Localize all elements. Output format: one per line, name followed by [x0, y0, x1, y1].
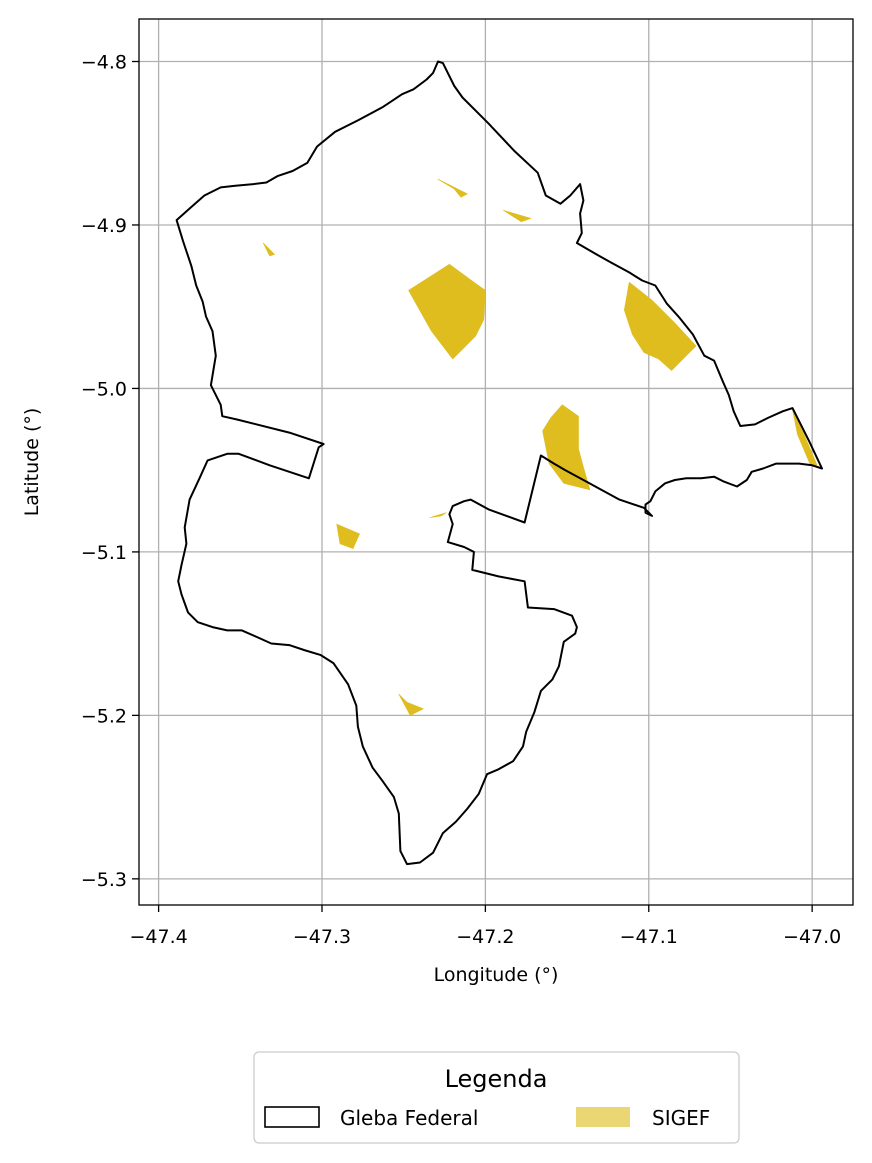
sigef-parcel-8 — [429, 512, 447, 518]
sigef-parcel-7 — [336, 523, 360, 549]
sigef-parcel-2 — [542, 404, 591, 491]
legend-label-sigef: SIGEF — [652, 1106, 710, 1130]
legend-swatch-gleba-federal — [264, 1106, 320, 1128]
y-tick-label-1: −4.9 — [81, 215, 127, 237]
y-tick-label-2: −5.0 — [81, 378, 127, 400]
x-tick-label-3: −47.1 — [620, 926, 678, 948]
y-tick-label-3: −5.1 — [81, 542, 127, 564]
sigef-parcel-1 — [623, 281, 697, 371]
x-tick-label-1: −47.3 — [293, 926, 351, 948]
x-tick-label-0: −47.4 — [129, 926, 187, 948]
plot-frame — [138, 18, 854, 906]
gleba-federal-layer — [175, 60, 823, 866]
y-tick-label-5: −5.3 — [81, 869, 127, 891]
y-axis-label: Latitude (°) — [21, 408, 43, 517]
x-axis-ticks: −47.4 −47.3 −47.2 −47.1 −47.0 — [129, 905, 841, 948]
y-tick-label-4: −5.2 — [81, 705, 127, 727]
x-tick-label-4: −47.0 — [783, 926, 841, 948]
y-axis-ticks: −4.8 −4.9 −5.0 −5.1 −5.2 −5.3 — [81, 52, 139, 891]
legend: Legenda Gleba Federal SIGEF — [253, 1051, 740, 1144]
gleba-federal-boundary — [175, 60, 823, 866]
sigef-parcel-6 — [262, 242, 275, 257]
legend-label-gleba-federal: Gleba Federal — [340, 1106, 478, 1130]
sigef-parcel-4 — [437, 178, 468, 198]
sigef-parcel-0 — [408, 263, 486, 360]
legend-swatch-sigef — [576, 1107, 630, 1127]
sigef-parcel-5 — [503, 210, 532, 222]
x-axis-label: Longitude (°) — [434, 964, 559, 986]
x-tick-label-2: −47.2 — [456, 926, 514, 948]
sigef-layer — [262, 178, 818, 716]
sigef-parcel-9 — [398, 693, 424, 716]
legend-title: Legenda — [445, 1065, 548, 1093]
y-tick-label-0: −4.8 — [81, 52, 127, 74]
